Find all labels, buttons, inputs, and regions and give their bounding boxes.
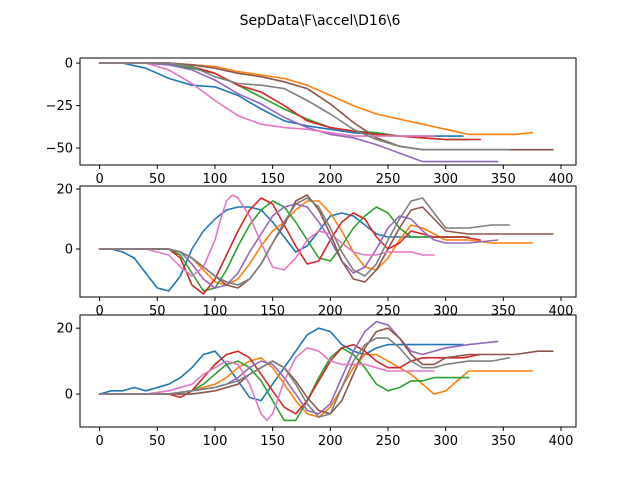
x-tick-label: 0 (95, 172, 103, 187)
series-line-middle-3 (98, 200, 470, 292)
axes-frame-bottom (79, 314, 577, 428)
x-tick-label: 150 (260, 434, 285, 449)
series-line-middle-8 (98, 197, 510, 286)
x-tick-label: 350 (491, 304, 516, 319)
x-tick-label: 50 (149, 434, 166, 449)
figure-title: SepData\F\accel\D16\6 (240, 13, 401, 29)
x-tick-label: 200 (318, 304, 343, 319)
x-tick-label: 200 (318, 434, 343, 449)
x-tick-label: 250 (376, 172, 401, 187)
x-tick-label: 0 (95, 304, 103, 319)
series-line-middle-5 (98, 203, 499, 289)
axes-top: 0 50 100 150 200 250 300 350 400 0 −25 −50 (46, 57, 577, 187)
x-tick-label: 150 (260, 304, 285, 319)
y-tick-label: 20 (56, 322, 73, 337)
y-tick-label: −50 (46, 142, 73, 157)
x-tick-label: 50 (149, 304, 166, 319)
y-tick-label: 0 (65, 388, 73, 403)
y-tick-label: 20 (56, 183, 73, 198)
x-tick-label: 400 (549, 304, 574, 319)
series-line-top-5 (98, 62, 499, 163)
x-tick-label: 350 (491, 434, 516, 449)
series-line-bottom-3 (98, 347, 470, 422)
series-line-bottom-4 (98, 343, 482, 415)
series-line-top-6 (98, 62, 554, 151)
x-tick-label: 250 (376, 434, 401, 449)
x-tick-label: 350 (491, 172, 516, 187)
series-line-bottom-5 (98, 320, 499, 415)
series-line-bottom-7 (98, 347, 435, 422)
y-tick-label: −25 (46, 99, 73, 114)
x-tick-label: 100 (203, 172, 228, 187)
x-tick-label: 100 (203, 304, 228, 319)
series-line-top-8 (98, 62, 510, 151)
y-tick-label: 0 (65, 243, 73, 258)
x-tick-label: 300 (433, 172, 458, 187)
series-line-middle-4 (98, 197, 482, 295)
x-tick-label: 0 (95, 434, 103, 449)
y-tick-label: 0 (65, 57, 73, 72)
series-line-bottom-8 (98, 337, 510, 418)
x-tick-label: 50 (149, 172, 166, 187)
series-line-top-7 (98, 62, 435, 137)
series-line-top-1 (98, 62, 464, 137)
x-tick-label: 300 (433, 304, 458, 319)
x-tick-label: 300 (433, 434, 458, 449)
series-line-bottom-2 (98, 353, 534, 418)
series-line-middle-1 (98, 206, 464, 292)
x-tick-label: 150 (260, 172, 285, 187)
axes-frame-middle (79, 185, 577, 298)
x-tick-label: 100 (203, 434, 228, 449)
x-tick-label: 250 (376, 304, 401, 319)
axes-frame-top (79, 57, 577, 166)
x-tick-label: 200 (318, 172, 343, 187)
series-line-bottom-6 (98, 327, 554, 415)
series-line-middle-7 (98, 194, 435, 277)
x-tick-label: 400 (549, 434, 574, 449)
x-tick-label: 400 (549, 172, 574, 187)
